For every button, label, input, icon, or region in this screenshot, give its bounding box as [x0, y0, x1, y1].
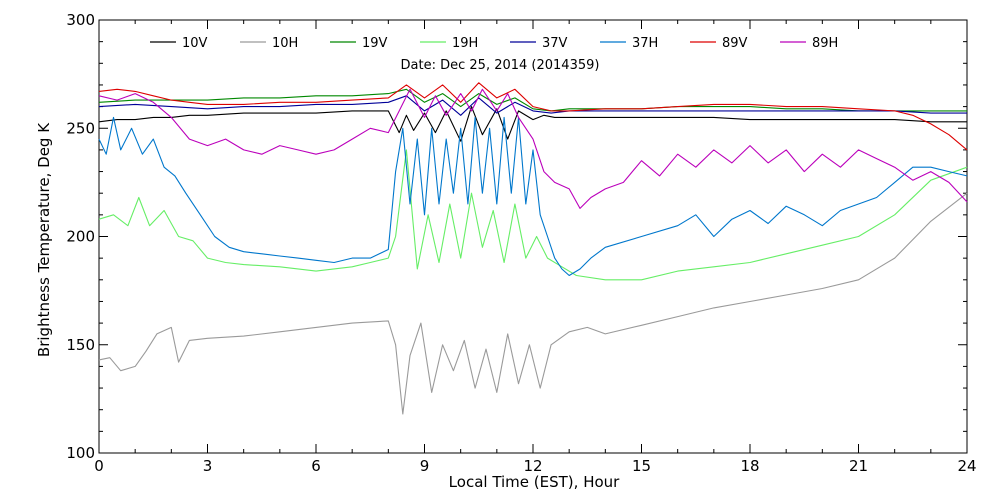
x-tick-label: 21 [849, 457, 868, 475]
legend-label-37v: 37V [542, 36, 568, 51]
x-axis-title: Local Time (EST), Hour [449, 473, 620, 491]
series-line-10h [98, 192, 968, 415]
axes: 0 3 6 9 12 15 18 21 24 100 150 200 250 300 [66, 11, 976, 475]
date-annotation: Date: Dec 25, 2014 (2014359) [401, 58, 600, 73]
x-tick-label: 15 [632, 457, 651, 475]
series-line-89h [98, 88, 968, 209]
y-axis-title: Brightness Temperature, Deg K [35, 122, 53, 357]
series-line-10v [98, 106, 967, 142]
legend-label-89v: 89V [722, 36, 748, 51]
legend-label-19v: 19V [362, 36, 388, 51]
legend: 10V 10H 19V 19H 37V 37H 89V 89H [150, 36, 838, 51]
x-tick-label: 3 [203, 457, 213, 475]
x-tick-label: 18 [740, 457, 759, 475]
series-line-89v [98, 82, 968, 151]
series-line-37h [98, 116, 968, 277]
x-tick-label: 9 [420, 457, 430, 475]
y-tick-label: 100 [66, 444, 95, 462]
plot-frame [98, 19, 968, 454]
legend-label-10h: 10H [272, 36, 298, 51]
legend-label-10v: 10V [182, 36, 208, 51]
x-tick-label: 0 [94, 457, 104, 475]
series-line-19v [98, 88, 967, 112]
x-tick-label: 6 [311, 457, 321, 475]
y-tick-label: 250 [66, 119, 95, 137]
legend-label-37h: 37H [632, 36, 658, 51]
series-line-19h [98, 149, 968, 281]
x-tick-label: 24 [957, 457, 976, 475]
legend-label-89h: 89H [812, 36, 838, 51]
legend-label-19h: 19H [452, 36, 478, 51]
y-tick-label: 200 [66, 228, 95, 246]
x-tick-label: 12 [523, 457, 542, 475]
series-lines [98, 82, 968, 415]
y-tick-label: 300 [66, 11, 95, 29]
series-line-37v [98, 95, 967, 116]
y-tick-label: 150 [66, 336, 95, 354]
